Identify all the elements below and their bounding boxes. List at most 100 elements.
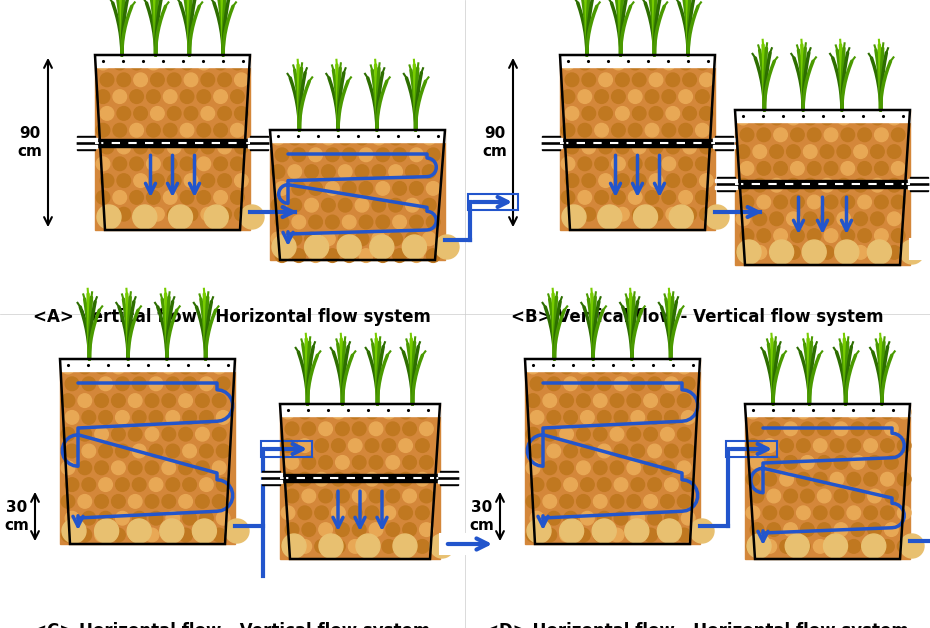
- Circle shape: [645, 56, 658, 70]
- Circle shape: [530, 444, 544, 458]
- Circle shape: [582, 107, 595, 120]
- Polygon shape: [280, 404, 440, 559]
- Circle shape: [292, 215, 306, 229]
- Circle shape: [834, 455, 848, 469]
- Circle shape: [770, 212, 783, 225]
- Circle shape: [868, 455, 882, 469]
- Circle shape: [629, 56, 642, 70]
- Circle shape: [616, 73, 630, 87]
- Circle shape: [369, 422, 383, 436]
- Circle shape: [167, 174, 181, 187]
- Circle shape: [864, 472, 877, 486]
- Circle shape: [804, 212, 817, 225]
- Circle shape: [612, 123, 625, 137]
- Circle shape: [649, 140, 663, 154]
- Circle shape: [746, 439, 760, 452]
- Text: 90
cm: 90 cm: [483, 126, 508, 159]
- Circle shape: [217, 377, 230, 391]
- Circle shape: [578, 157, 591, 171]
- Circle shape: [100, 73, 113, 87]
- Circle shape: [547, 411, 561, 424]
- Bar: [910, 239, 930, 259]
- Circle shape: [372, 198, 386, 212]
- Circle shape: [699, 107, 713, 120]
- Circle shape: [349, 539, 362, 553]
- Circle shape: [543, 495, 556, 508]
- Circle shape: [314, 472, 328, 486]
- Circle shape: [564, 411, 578, 424]
- Circle shape: [134, 174, 147, 187]
- Circle shape: [887, 145, 901, 158]
- Circle shape: [817, 455, 831, 469]
- Circle shape: [128, 428, 142, 441]
- Circle shape: [874, 229, 888, 242]
- Circle shape: [225, 519, 249, 543]
- Circle shape: [212, 394, 226, 408]
- Circle shape: [147, 90, 160, 104]
- Circle shape: [96, 56, 110, 70]
- Circle shape: [288, 131, 301, 145]
- Bar: [715, 187, 737, 190]
- Circle shape: [562, 205, 586, 229]
- Circle shape: [195, 360, 209, 374]
- Circle shape: [422, 165, 436, 178]
- Circle shape: [82, 478, 96, 491]
- Circle shape: [787, 212, 800, 225]
- Polygon shape: [60, 359, 235, 544]
- Circle shape: [217, 444, 230, 458]
- Circle shape: [426, 148, 440, 161]
- Circle shape: [352, 422, 366, 436]
- Circle shape: [393, 534, 417, 558]
- Circle shape: [145, 461, 159, 475]
- Circle shape: [382, 405, 395, 419]
- Circle shape: [526, 461, 539, 475]
- Circle shape: [231, 157, 245, 171]
- Circle shape: [113, 56, 126, 70]
- Circle shape: [629, 191, 642, 204]
- Circle shape: [847, 439, 860, 452]
- Circle shape: [112, 394, 126, 408]
- Circle shape: [184, 140, 198, 154]
- Circle shape: [666, 140, 680, 154]
- Circle shape: [814, 439, 827, 452]
- Circle shape: [218, 73, 232, 87]
- Circle shape: [336, 455, 349, 469]
- Circle shape: [112, 495, 126, 508]
- Circle shape: [281, 472, 295, 486]
- Circle shape: [857, 161, 871, 175]
- Circle shape: [560, 394, 574, 408]
- Circle shape: [376, 148, 390, 161]
- Circle shape: [847, 472, 860, 486]
- Circle shape: [660, 461, 674, 475]
- Circle shape: [272, 232, 285, 246]
- Circle shape: [763, 439, 777, 452]
- Circle shape: [319, 455, 332, 469]
- Circle shape: [679, 191, 693, 204]
- Circle shape: [166, 478, 179, 491]
- Circle shape: [326, 215, 339, 229]
- Circle shape: [217, 478, 230, 491]
- Circle shape: [807, 128, 821, 141]
- Circle shape: [332, 472, 345, 486]
- Circle shape: [874, 195, 888, 208]
- Circle shape: [854, 246, 868, 259]
- Circle shape: [403, 235, 426, 259]
- Circle shape: [632, 107, 646, 120]
- Circle shape: [887, 111, 901, 125]
- Circle shape: [166, 377, 179, 391]
- Circle shape: [355, 131, 369, 145]
- Circle shape: [830, 472, 844, 486]
- Circle shape: [272, 131, 285, 145]
- Bar: [908, 187, 930, 190]
- Circle shape: [409, 249, 423, 263]
- Circle shape: [660, 360, 674, 374]
- Circle shape: [117, 73, 130, 87]
- Circle shape: [305, 198, 318, 212]
- Circle shape: [582, 207, 595, 221]
- Circle shape: [272, 165, 285, 178]
- Circle shape: [631, 377, 644, 391]
- Circle shape: [78, 528, 91, 542]
- Circle shape: [790, 128, 804, 141]
- Circle shape: [409, 148, 423, 161]
- Circle shape: [65, 478, 79, 491]
